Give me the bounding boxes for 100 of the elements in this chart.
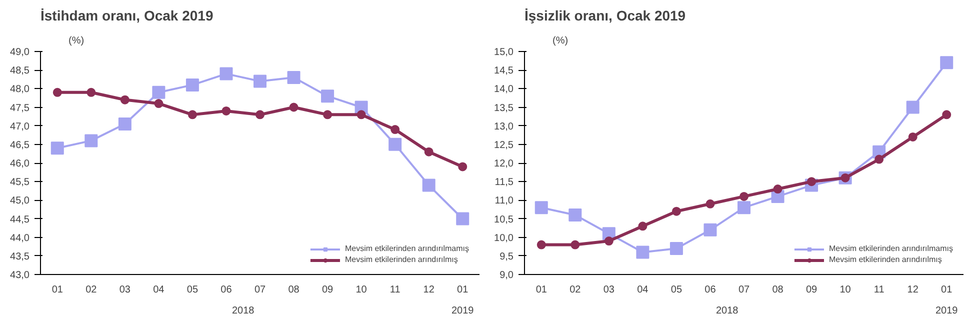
point	[50, 142, 64, 155]
point	[256, 110, 264, 120]
chart-title: İstihdam oranı, Ocak 2019	[40, 8, 214, 24]
x-tick-label: 06	[220, 284, 232, 296]
point	[638, 222, 648, 231]
x-tick-label: 02	[570, 284, 582, 296]
point	[740, 192, 748, 201]
y-tick-label: 43,0	[10, 270, 30, 281]
point	[323, 110, 332, 120]
y-tick-label: 9,0	[500, 270, 514, 281]
y-tick-label: 44,5	[10, 214, 30, 226]
x-tick-label: 02	[86, 284, 98, 296]
x-tick-label: 04	[153, 284, 165, 296]
point	[254, 74, 266, 88]
point	[118, 117, 132, 130]
x-tick-label: 12	[907, 284, 919, 296]
point	[672, 206, 681, 216]
point	[152, 86, 166, 99]
y-tick-label: 47,5	[10, 102, 30, 114]
point	[84, 134, 98, 148]
x-tick-label: 03	[603, 284, 615, 296]
x-tick-label: 03	[119, 284, 131, 296]
y-tick-label: 15,0	[494, 47, 514, 58]
point	[773, 184, 782, 194]
chart-title: İşsizlik oranı, Ocak 2019	[524, 8, 686, 24]
legend-label: Mevsim etkilerinden arındırılmamış	[344, 244, 469, 253]
point	[534, 201, 548, 214]
point	[188, 110, 197, 120]
x-tick-label: 09	[322, 284, 334, 296]
y-axis-title: (%)	[552, 36, 568, 46]
y-tick-label: 46,5	[10, 140, 30, 151]
y-tick-label: 14,5	[494, 66, 514, 77]
y-axis-title: (%)	[68, 36, 84, 46]
x-tick-label: 11	[874, 284, 885, 296]
point	[458, 162, 468, 172]
point	[940, 56, 954, 70]
x-tick-label: 05	[186, 284, 198, 296]
point	[289, 102, 298, 112]
x-tick-label: 01	[457, 284, 469, 296]
point	[388, 138, 402, 151]
point	[120, 95, 130, 104]
x-tick-label: 01	[536, 284, 548, 296]
x-tick-label: 11	[390, 284, 401, 296]
point	[908, 132, 918, 142]
y-tick-label: 10,0	[494, 232, 514, 244]
x-tick-label: 05	[670, 284, 682, 296]
point	[536, 240, 546, 250]
y-tick-label: 11,5	[494, 177, 514, 188]
y-tick-label: 45,0	[10, 196, 30, 207]
y-tick-label: 11,0	[494, 196, 514, 207]
y-tick-label: 13,0	[494, 121, 514, 132]
point	[906, 100, 920, 114]
point	[942, 110, 952, 120]
y-tick-label: 10,5	[494, 214, 514, 226]
y-tick-label: 47,0	[10, 121, 30, 132]
text: 2019	[451, 306, 474, 316]
text: 2019	[935, 306, 958, 316]
x-tick-label: 01	[941, 284, 953, 296]
y-tick-label: 45,5	[10, 177, 30, 188]
x-tick-label: 10	[356, 284, 368, 296]
y-tick-label: 46,0	[10, 158, 30, 170]
point	[390, 125, 400, 134]
y-tick-label: 48,5	[10, 66, 30, 77]
x-tick-label: 07	[738, 284, 750, 296]
point	[86, 88, 96, 97]
legend-label: Mevsim etkilerinden arındırılmış	[828, 255, 942, 264]
point	[874, 154, 884, 164]
point	[424, 147, 434, 156]
y-tick-label: 48,0	[10, 84, 30, 96]
y-tick-label: 49,0	[10, 47, 30, 58]
point	[570, 240, 580, 250]
x-tick-label: 06	[704, 284, 716, 296]
point	[456, 212, 470, 226]
y-tick-label: 12,5	[494, 140, 514, 151]
x-tick-label: 07	[254, 284, 266, 296]
y-tick-label: 9,5	[500, 251, 514, 262]
point	[670, 242, 683, 255]
point	[356, 110, 366, 120]
text: 2018	[232, 306, 255, 316]
x-tick-label: 09	[806, 284, 818, 296]
point	[706, 199, 715, 208]
point	[568, 208, 582, 222]
x-tick-label: 04	[637, 284, 649, 296]
legend-label: Mevsim etkilerinden arındırılmış	[344, 255, 458, 264]
point	[738, 201, 750, 214]
point	[704, 223, 717, 236]
point	[52, 88, 62, 97]
x-tick-label: 08	[288, 284, 300, 296]
point	[222, 106, 231, 116]
point	[422, 178, 436, 192]
x-tick-label: 12	[423, 284, 435, 296]
point	[636, 246, 650, 259]
legend-label: Mevsim etkilerinden arındırılmamış	[828, 244, 953, 253]
point	[186, 78, 199, 92]
y-tick-label: 44,0	[10, 232, 30, 244]
x-tick-label: 01	[52, 284, 64, 296]
y-tick-label: 43,5	[10, 251, 30, 262]
x-tick-label: 08	[772, 284, 784, 296]
y-tick-label: 13,5	[494, 102, 514, 114]
point	[220, 67, 233, 80]
